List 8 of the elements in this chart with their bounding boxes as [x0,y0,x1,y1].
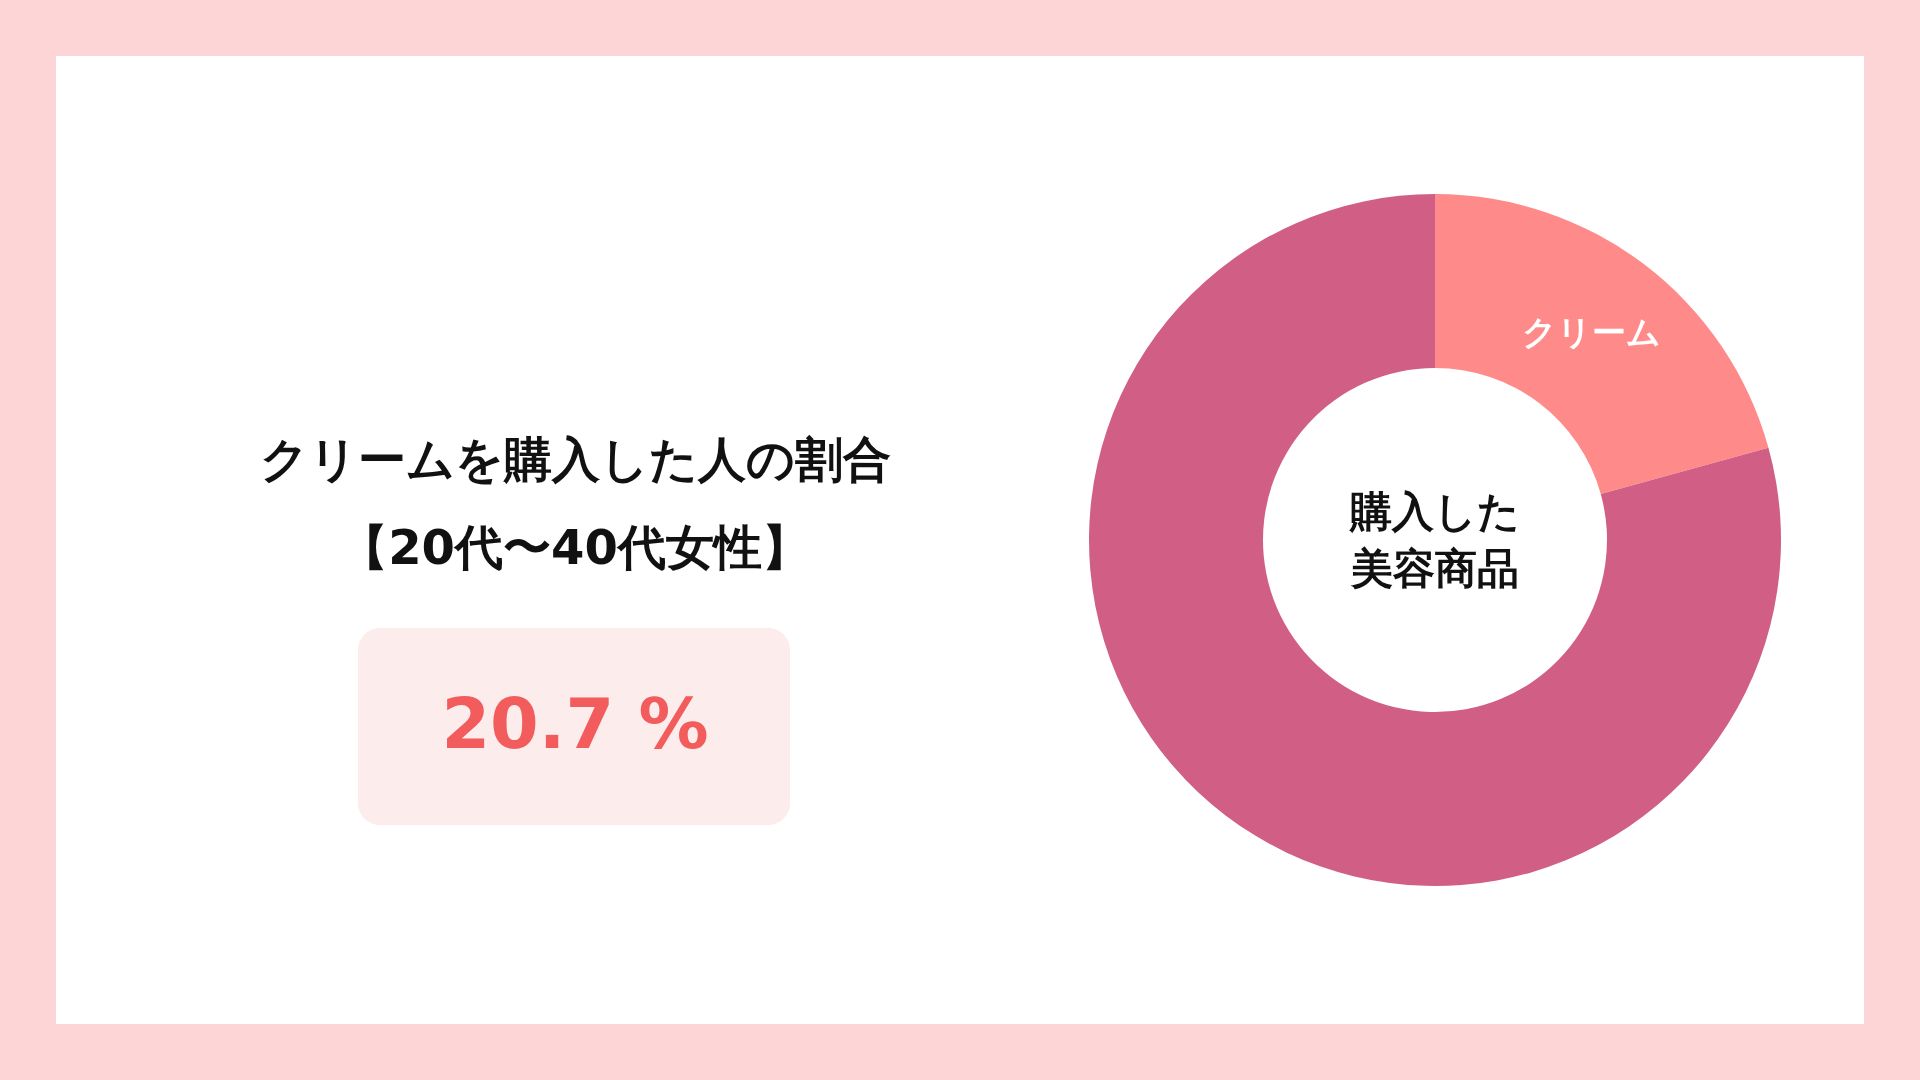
donut-slice [1435,194,1769,495]
text: クリームを購入した人の割合 [259,431,891,487]
text: 20.7 % [441,683,709,765]
text: 美容商品 [1350,544,1519,593]
text: 【20代〜40代女性】 [340,519,810,575]
slice-label: クリーム [1522,311,1662,352]
donut-slice [1089,194,1781,886]
text: 購入した [1349,487,1520,536]
